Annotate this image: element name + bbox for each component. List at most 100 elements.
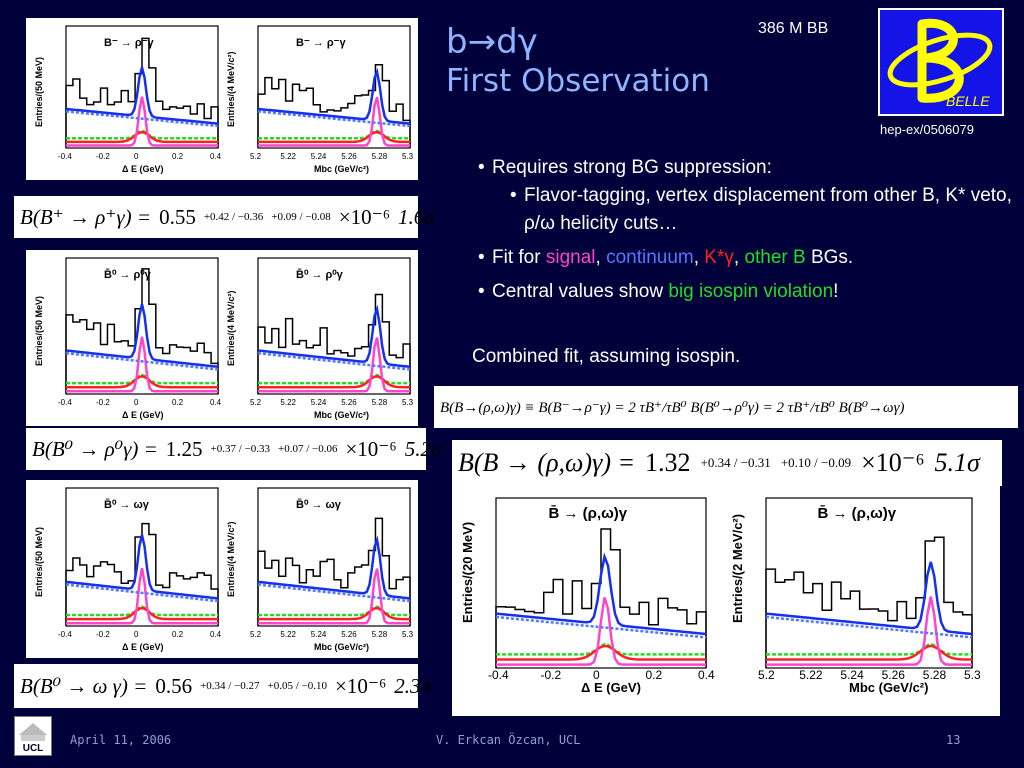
bullet-item: Requires strong BG suppression: <box>478 154 1018 182</box>
tick-label: 0 <box>134 398 139 407</box>
tick-label: -0.2 <box>96 398 110 407</box>
footer-page-number: 13 <box>946 733 961 747</box>
continuum-label: continuum <box>606 247 694 268</box>
fit-curve <box>258 606 411 621</box>
tick-label: 0.2 <box>172 630 184 639</box>
rho-plus-plots: B⁻ → ρ⁻γ Entries/(50 MeV) Δ E (GeV) -0.4 -0.… <box>34 25 414 174</box>
tick-label: 5.28 <box>923 668 947 682</box>
plot-frame <box>765 497 973 669</box>
histogram <box>495 528 707 668</box>
signal-label: signal <box>545 247 596 268</box>
belle-logo-text: BELLE <box>946 93 990 109</box>
tick-label: 5.24 <box>311 152 327 161</box>
fit-curve <box>766 596 972 666</box>
y-axis-label: Entries/(4 MeV/c²) <box>226 51 236 127</box>
tick-label: 5.22 <box>280 152 296 161</box>
x-axis-label: Δ E (GeV) <box>122 642 163 652</box>
decay-label: B̄⁰ → ωγ <box>296 499 342 511</box>
tick-label: 5.28 <box>372 398 388 407</box>
combined-formula: B(B → (ρ,ω)γ) = 1.32 +0.34 / −0.31 +0.10… <box>452 440 1002 486</box>
fit-curve <box>66 606 218 621</box>
y-axis-label: Entries/(50 MeV) <box>34 57 44 127</box>
fit-curve <box>66 129 218 140</box>
ucl-logo: UCL <box>14 716 52 756</box>
formula-rho-zero: B(B⁰ → ρ⁰γ) = 1.25 +0.37 / −0.33 +0.07 /… <box>26 428 441 470</box>
fit-curve <box>257 351 411 371</box>
tick-label: -0.2 <box>96 152 110 161</box>
fit-curve <box>258 568 410 625</box>
decay-label: B̄⁰ → ωγ <box>104 499 150 511</box>
y-axis-label: Entries/(4 MeV/c²) <box>226 290 236 366</box>
tick-label: 0.2 <box>172 152 184 161</box>
bullet-item: Central values show big isospin violatio… <box>478 278 1018 306</box>
title-line1: b→dγ <box>446 22 538 62</box>
kstar-label: K*γ <box>704 247 734 268</box>
y-axis-label: Entries/(2 MeV/c²) <box>730 514 745 623</box>
tick-label: 5.24 <box>311 630 327 639</box>
fit-curve <box>496 644 706 661</box>
fit-curve <box>258 605 410 617</box>
histogram <box>65 268 219 394</box>
tick-label: 5.3 <box>402 398 414 407</box>
belle-logo-graphic: BELLE <box>887 18 993 109</box>
fit-curve <box>495 615 707 639</box>
plot-frame <box>65 487 219 627</box>
tick-label: 0.2 <box>646 668 663 682</box>
x-axis-label: Mbc (GeV/c²) <box>314 164 369 174</box>
tick-label: 5.3 <box>402 630 414 639</box>
tick-label: 5.3 <box>964 668 981 682</box>
decay-label: B̄ → (ρ,ω)γ <box>549 504 628 522</box>
fit-curve <box>65 303 219 369</box>
fit-curve <box>258 130 411 144</box>
bullet-item: Fit for signal, continuum, K*γ, other B … <box>478 244 1018 272</box>
tick-label: 5.2 <box>250 398 262 407</box>
x-axis-label: Δ E (GeV) <box>122 410 163 420</box>
histogram <box>765 536 973 668</box>
tick-label: 0.4 <box>210 630 222 639</box>
x-axis-label: Mbc (GeV/c²) <box>314 410 369 420</box>
x-axis-label: Mbc (GeV/c²) <box>849 680 928 695</box>
slide-title: b→dγ First Observation <box>446 22 710 100</box>
plot-frame <box>495 497 707 669</box>
plot-panel-omega: B̄⁰ → ωγ Entries/(50 MeV) Δ E (GeV) -0.4 -0.… <box>26 480 418 658</box>
histogram <box>257 517 411 626</box>
sub-bullet-item: Flavor-tagging, vertex displacement from… <box>510 182 1018 238</box>
fit-curve <box>66 567 218 625</box>
tick-label: -0.2 <box>96 630 110 639</box>
tick-label: 5.3 <box>402 152 414 161</box>
isospin-formula: B(B→(ρ,ω)γ) ≡ B(B⁻→ρ⁻γ) = 2 τB⁺/τB⁰ B(B⁰… <box>434 386 1018 428</box>
reference-label: hep-ex/0506079 <box>880 122 974 137</box>
tick-label: 5.22 <box>799 668 823 682</box>
omega-plots: B̄⁰ → ωγ Entries/(50 MeV) Δ E (GeV) -0.4 -0.… <box>34 487 414 652</box>
fit-curve <box>496 642 706 656</box>
fit-curve <box>65 351 219 371</box>
tick-label: -0.4 <box>58 398 72 407</box>
fit-curve <box>257 535 411 600</box>
decay-label: B⁻ → ρ⁻γ <box>296 37 346 49</box>
tick-label: 5.2 <box>250 152 262 161</box>
tick-label: 0 <box>593 668 600 682</box>
histogram <box>257 63 411 148</box>
fit-curve <box>258 373 410 385</box>
title-line2: First Observation <box>446 63 710 99</box>
fit-curve <box>66 373 218 385</box>
tick-label: 0.4 <box>210 398 222 407</box>
combined-plot-panel: B̄ → (ρ,ω)γ Entries/(20 MeV) Δ E (GeV) -0.4… <box>452 486 1000 716</box>
tick-label: -0.4 <box>58 152 72 161</box>
tick-label: 5.22 <box>280 630 296 639</box>
tick-label: 5.2 <box>758 668 775 682</box>
svg-text:UCL: UCL <box>23 743 44 754</box>
tick-label: 5.28 <box>372 152 388 161</box>
decay-label: B̄⁰ → ρ⁰γ <box>104 269 152 281</box>
fit-curve <box>65 67 219 125</box>
fit-curve <box>765 561 973 636</box>
formula-omega: B(B⁰ → ω γ) = 0.56 +0.34 / −0.27 +0.05 /… <box>14 664 431 708</box>
belle-logo: BELLE <box>878 8 1004 116</box>
tick-label: 0 <box>134 152 139 161</box>
combined-fit-label: Combined fit, assuming isospin. <box>472 346 741 367</box>
decay-label: B⁻ → ρ⁻γ <box>104 37 154 49</box>
y-axis-label: Entries/(20 MeV) <box>460 522 475 623</box>
fit-curve <box>66 605 218 617</box>
rho-zero-plots: B̄⁰ → ρ⁰γ Entries/(50 MeV) Δ E (GeV) -0.4 -0… <box>34 257 414 420</box>
fit-curve <box>257 304 411 369</box>
